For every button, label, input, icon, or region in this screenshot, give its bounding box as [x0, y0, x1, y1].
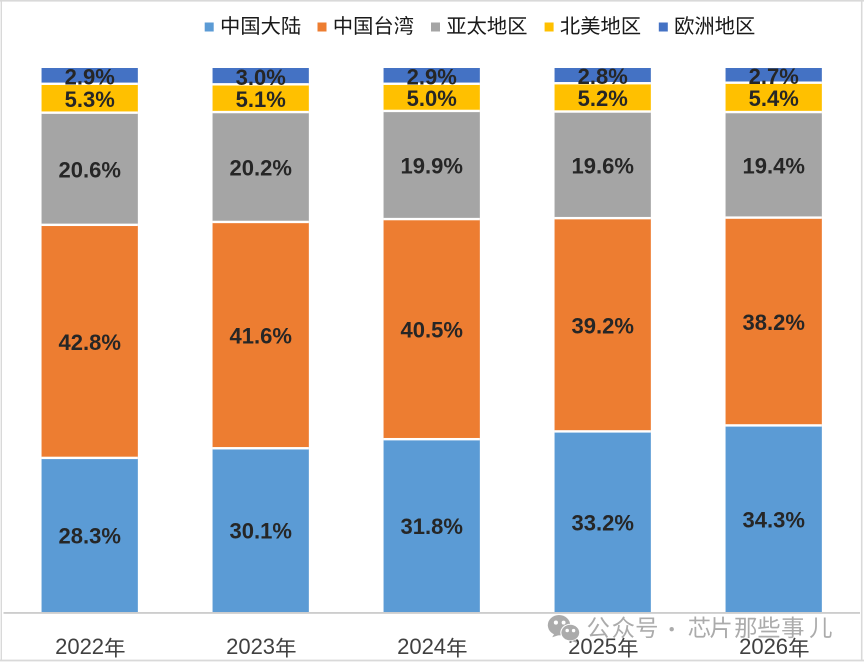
svg-text:31.8%: 31.8%	[401, 514, 463, 539]
svg-text:33.2%: 33.2%	[572, 510, 634, 535]
svg-text:19.4%: 19.4%	[743, 153, 805, 178]
svg-text:20.6%: 20.6%	[59, 157, 121, 182]
svg-text:2.7%: 2.7%	[749, 64, 799, 89]
svg-text:2023: 2023	[226, 634, 275, 659]
svg-text:5.2%: 5.2%	[578, 86, 628, 111]
svg-text:39.2%: 39.2%	[572, 313, 634, 338]
svg-text:38.2%: 38.2%	[743, 310, 805, 335]
svg-text:19.9%: 19.9%	[401, 154, 463, 179]
svg-text:2.9%: 2.9%	[65, 65, 115, 90]
svg-text:5.4%: 5.4%	[749, 86, 799, 111]
svg-text:5.3%: 5.3%	[65, 87, 115, 112]
svg-text:5.0%: 5.0%	[407, 86, 457, 111]
svg-text:5.1%: 5.1%	[236, 87, 286, 112]
svg-text:40.5%: 40.5%	[401, 318, 463, 343]
svg-text:2024: 2024	[397, 634, 446, 659]
svg-text:2022: 2022	[55, 634, 104, 659]
svg-text:42.8%: 42.8%	[59, 330, 121, 355]
svg-text:2026: 2026	[739, 634, 788, 659]
svg-text:20.2%: 20.2%	[230, 156, 292, 181]
svg-text:30.1%: 30.1%	[230, 519, 292, 544]
svg-text:3.0%: 3.0%	[236, 65, 286, 90]
svg-text:34.3%: 34.3%	[743, 507, 805, 532]
svg-text:28.3%: 28.3%	[59, 524, 121, 549]
svg-text:41.6%: 41.6%	[230, 324, 292, 349]
svg-text:2.8%: 2.8%	[578, 64, 628, 89]
svg-text:19.6%: 19.6%	[572, 153, 634, 178]
svg-text:2.9%: 2.9%	[407, 64, 457, 89]
